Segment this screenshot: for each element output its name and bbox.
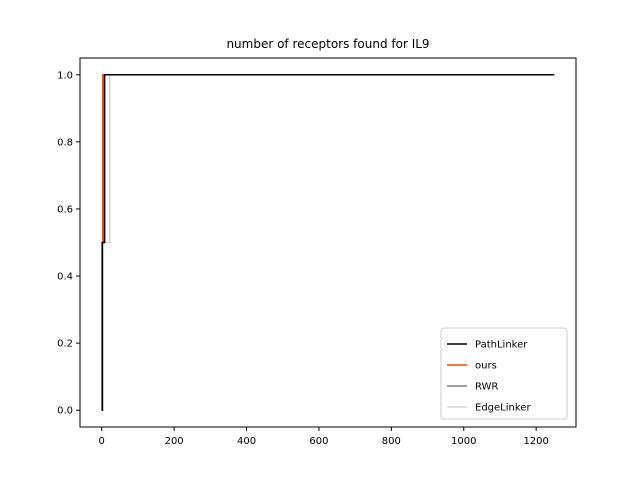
series-line-pathlinker xyxy=(101,74,555,411)
x-tick-label: 400 xyxy=(237,436,256,447)
x-tick-label: 200 xyxy=(165,436,184,447)
legend-box xyxy=(440,327,568,420)
y-tick-label: 0.2 xyxy=(57,339,73,350)
series-layer xyxy=(101,74,555,411)
y-tick-label: 1.0 xyxy=(57,70,73,81)
x-tick-label: 1200 xyxy=(523,436,548,447)
y-tick-label: 0.4 xyxy=(57,272,73,283)
legend: PathLinker ours RWR EdgeLinker xyxy=(440,327,568,420)
y-tick-label: 0.6 xyxy=(57,204,73,215)
legend-label-rwr: RWR xyxy=(475,382,498,393)
x-tick-label: 600 xyxy=(309,436,328,447)
y-tick-label: 0.8 xyxy=(57,137,73,148)
chart-title: number of receptors found for IL9 xyxy=(226,37,429,51)
x-tick-label: 0 xyxy=(99,436,105,447)
legend-label-edgelinker: EdgeLinker xyxy=(475,403,531,414)
x-tick-label: 1000 xyxy=(451,436,476,447)
plot-frame xyxy=(79,57,577,428)
y-tick-label: 0.0 xyxy=(57,406,73,417)
x-tick-label: 800 xyxy=(382,436,401,447)
x-axis: 0 200 400 600 800 1000 1200 xyxy=(99,427,549,447)
y-axis: 0.0 0.2 0.4 0.6 0.8 1.0 xyxy=(57,70,80,417)
legend-label-ours: ours xyxy=(475,361,497,372)
legend-label-pathlinker: PathLinker xyxy=(475,340,528,351)
